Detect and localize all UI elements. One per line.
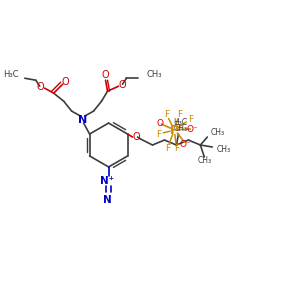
Text: F: F [165, 143, 170, 152]
Text: H₃C: H₃C [3, 70, 19, 79]
Text: O: O [37, 82, 45, 92]
Text: CH₃: CH₃ [216, 145, 230, 154]
Text: F: F [177, 110, 182, 118]
Text: CH₃: CH₃ [210, 128, 224, 136]
Text: H₃C: H₃C [173, 118, 188, 127]
Text: F: F [156, 130, 161, 139]
Text: O: O [62, 77, 70, 87]
Text: N⁺: N⁺ [100, 176, 115, 186]
Text: F: F [174, 143, 179, 152]
Text: O: O [133, 132, 140, 142]
Text: CH₃: CH₃ [197, 157, 212, 166]
Text: O: O [157, 118, 164, 127]
Text: CH₃: CH₃ [173, 124, 188, 133]
Text: O⁻: O⁻ [187, 124, 198, 134]
Text: CH₃: CH₃ [146, 70, 162, 79]
Text: O⁻: O⁻ [179, 140, 191, 148]
Text: O: O [102, 70, 110, 80]
Text: F: F [164, 110, 169, 118]
Text: N: N [103, 195, 112, 205]
Text: F: F [188, 115, 193, 124]
Text: O: O [119, 80, 126, 90]
Text: P: P [170, 124, 179, 136]
Text: N: N [78, 115, 87, 125]
